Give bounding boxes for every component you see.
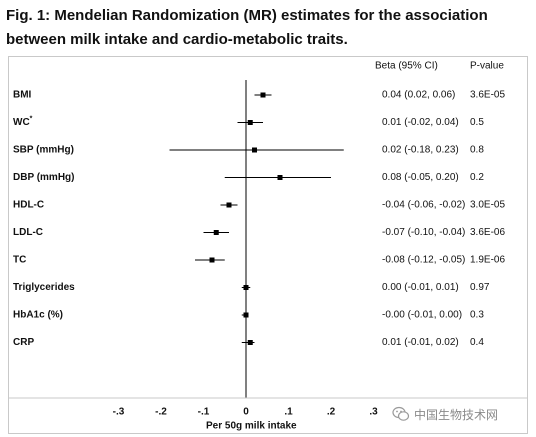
p-value: 0.3 bbox=[470, 310, 484, 321]
beta-value: 0.02 (-0.18, 0.23) bbox=[382, 145, 459, 156]
point-estimate bbox=[243, 285, 249, 290]
beta-value: -0.04 (-0.06, -0.02) bbox=[382, 200, 465, 211]
row-label-tc: TC bbox=[13, 255, 26, 266]
x-tick-label: 0 bbox=[243, 407, 249, 418]
watermark-text: 中国生物技术网 bbox=[414, 407, 499, 422]
x-tick-label: .3 bbox=[369, 407, 378, 418]
point-estimate bbox=[247, 120, 253, 125]
beta-value: -0.07 (-0.10, -0.04) bbox=[382, 227, 465, 238]
p-value: 3.6E-05 bbox=[470, 90, 505, 101]
row-label-crp: CRP bbox=[13, 337, 34, 348]
point-estimate bbox=[247, 340, 253, 345]
figure-title: Fig. 1: Mendelian Randomization (MR) est… bbox=[6, 7, 488, 48]
point-estimate bbox=[226, 202, 232, 208]
p-value: 0.97 bbox=[470, 282, 490, 293]
wechat-logo-icon bbox=[392, 405, 410, 423]
point-estimate bbox=[260, 92, 266, 98]
x-tick-label: .1 bbox=[284, 407, 293, 418]
beta-value: 0.01 (-0.01, 0.02) bbox=[382, 337, 459, 348]
beta-value: 0.08 (-0.05, 0.20) bbox=[382, 172, 459, 183]
point-estimate bbox=[243, 312, 249, 318]
pvalue-column-header: P-value bbox=[470, 61, 504, 72]
figure-panel bbox=[8, 56, 528, 434]
x-tick-label: -.2 bbox=[155, 407, 167, 418]
row-label-dbp-mmhg-: DBP (mmHg) bbox=[13, 172, 74, 183]
p-value: 3.0E-05 bbox=[470, 200, 505, 211]
x-tick-label: -.1 bbox=[198, 407, 210, 418]
beta-value: 0.04 (0.02, 0.06) bbox=[382, 90, 455, 101]
p-value: 0.5 bbox=[470, 117, 484, 128]
point-estimate bbox=[213, 230, 219, 235]
beta-value: -0.08 (-0.12, -0.05) bbox=[382, 255, 465, 266]
p-value: 0.8 bbox=[470, 145, 484, 156]
x-tick-label: .2 bbox=[327, 407, 336, 418]
row-label-ldl-c: LDL-C bbox=[13, 227, 43, 238]
p-value: 1.9E-06 bbox=[470, 255, 505, 266]
beta-value: 0.01 (-0.02, 0.04) bbox=[382, 117, 459, 128]
row-label-triglycerides: Triglycerides bbox=[13, 282, 75, 293]
p-value: 0.4 bbox=[470, 337, 484, 348]
p-value: 0.2 bbox=[470, 172, 484, 183]
p-value: 3.6E-06 bbox=[470, 227, 505, 238]
row-label-sbp-mmhg-: SBP (mmHg) bbox=[13, 145, 74, 156]
row-label-hdl-c: HDL-C bbox=[13, 200, 44, 211]
x-tick-label: -.3 bbox=[113, 407, 125, 418]
point-estimate bbox=[252, 147, 257, 153]
row-label-bmi: BMI bbox=[13, 90, 32, 101]
x-axis-label: Per 50g milk intake bbox=[206, 421, 297, 432]
point-estimate bbox=[277, 175, 283, 180]
watermark: 中国生物技术网 bbox=[392, 405, 498, 423]
beta-column-header: Beta (95% CI) bbox=[375, 61, 438, 72]
row-label-wc: WC* bbox=[13, 115, 33, 128]
beta-value: 0.00 (-0.01, 0.01) bbox=[382, 282, 459, 293]
point-estimate bbox=[209, 257, 215, 263]
row-label-hba1c-: HbA1c (%) bbox=[13, 310, 63, 321]
beta-value: -0.00 (-0.01, 0.00) bbox=[382, 310, 462, 321]
